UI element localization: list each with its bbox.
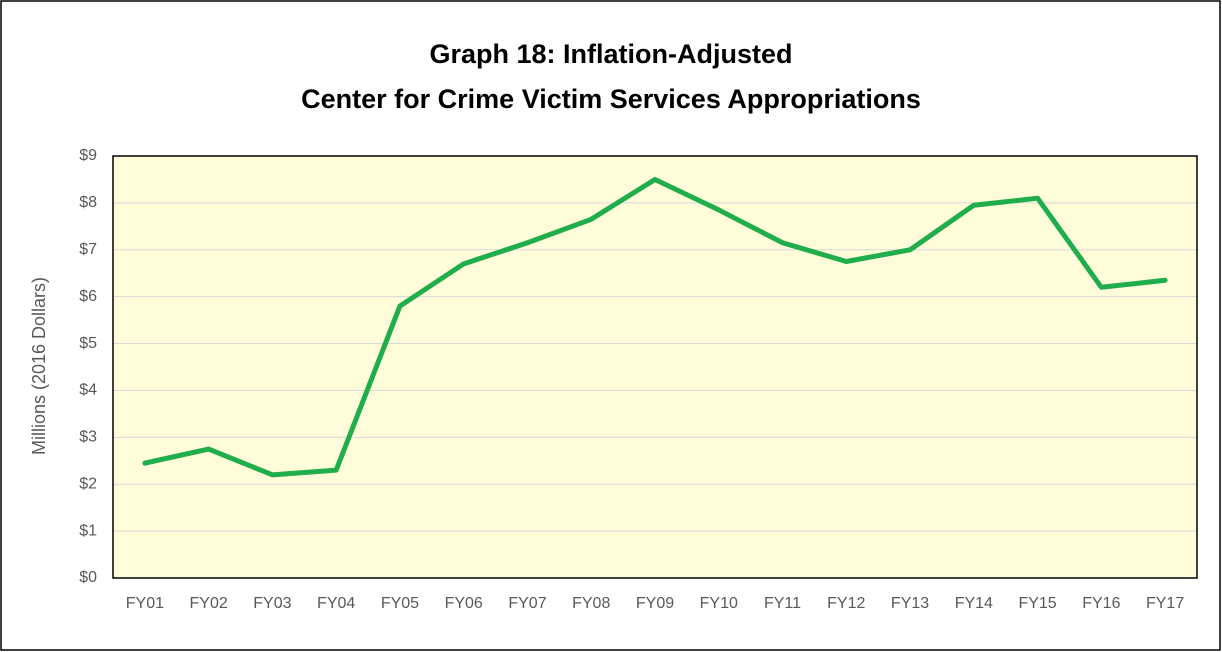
line xyxy=(142,176,1168,478)
x-tick-label: FY11 xyxy=(764,595,801,612)
x-tick-label: FY05 xyxy=(381,595,419,612)
chart-title: Graph 18: Inflation-Adjusted xyxy=(429,39,792,69)
y-tick-label: $5 xyxy=(79,335,97,352)
x-tick-label: FY01 xyxy=(126,595,164,612)
x-tick-label: FY12 xyxy=(827,595,865,612)
chart-title: Center for Crime Victim Services Appropr… xyxy=(301,84,921,114)
x-tick-label: FY14 xyxy=(955,595,993,612)
x-tick-label: FY04 xyxy=(317,595,355,612)
x-tick-label: FY03 xyxy=(253,595,291,612)
x-tick-label: FY10 xyxy=(700,595,738,612)
x-tick-label: FY02 xyxy=(190,595,228,612)
x-tick-label: FY16 xyxy=(1082,595,1120,612)
plot-area xyxy=(113,156,1197,578)
x-tick-label: FY09 xyxy=(636,595,674,612)
y-tick-label: $0 xyxy=(79,569,97,586)
y-tick-label: $4 xyxy=(79,382,97,399)
x-tick-label: FY13 xyxy=(891,595,929,612)
y-tick-label: $9 xyxy=(79,147,97,164)
x-tick-label: FY15 xyxy=(1018,595,1056,612)
y-tick-label: $7 xyxy=(79,241,97,258)
y-tick-label: $8 xyxy=(79,194,97,211)
y-tick-label: $1 xyxy=(79,522,97,539)
x-tick-label: FY17 xyxy=(1146,595,1184,612)
x-tick-label: FY07 xyxy=(508,595,546,612)
y-tick-label: $3 xyxy=(79,429,97,446)
y-axis-label: Millions (2016 Dollars) xyxy=(29,277,49,455)
y-tick-label: $6 xyxy=(79,288,97,305)
y-tick-label: $2 xyxy=(79,475,97,492)
plot-border xyxy=(112,155,1198,579)
x-tick-label: FY06 xyxy=(445,595,483,612)
x-tick-label: FY08 xyxy=(572,595,610,612)
